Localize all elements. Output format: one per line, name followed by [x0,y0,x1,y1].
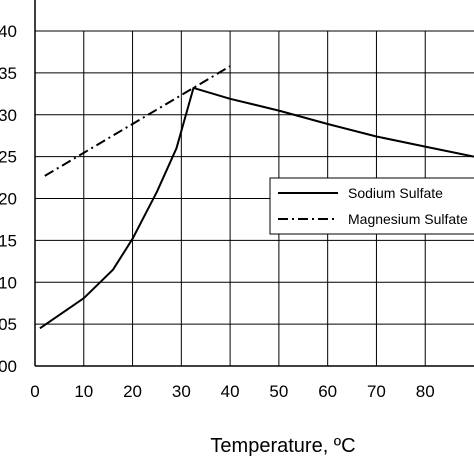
x-axis-title: Temperature, ºC [210,435,355,457]
series-line-sodium-sulfate [39,86,474,330]
y-tick-label: 10 [0,273,17,292]
y-tick-label: 15 [0,231,17,250]
x-tick-label: 30 [172,382,191,401]
y-tick-label: 35 [0,64,17,83]
x-tick-label: 50 [269,382,288,401]
legend-label: Magnesium Sulfate [348,211,468,227]
x-tick-label: 20 [123,382,142,401]
series-line-magnesium-sulfate [44,65,231,177]
x-tick-label: 40 [221,382,240,401]
legend: Sodium Sulfate Magnesium Sulfate [269,177,474,235]
x-tick-label: 0 [30,382,39,401]
y-tick-label: 40 [0,22,17,41]
y-tick-label: 05 [0,315,17,334]
series-lines [39,65,474,330]
x-tick-label: 70 [367,382,386,401]
x-tick-label: 60 [318,382,337,401]
y-tick-label: 00 [0,357,17,376]
tick-labels: 0 10 20 30 40 50 60 70 80 00 05 10 15 20 25 30 35 40 [0,22,435,401]
y-tick-label: 20 [0,190,17,209]
x-tick-label: 10 [74,382,93,401]
legend-label: Sodium Sulfate [348,185,443,201]
axes [34,0,474,367]
legend-box [269,177,474,235]
y-tick-label: 25 [0,148,17,167]
y-tick-label: 30 [0,106,17,125]
x-tick-label: 80 [416,382,435,401]
